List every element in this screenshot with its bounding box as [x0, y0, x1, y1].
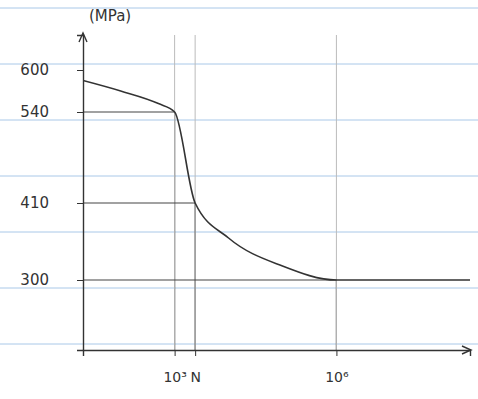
paper-line	[0, 64, 478, 65]
tick-label: 600	[20, 61, 49, 79]
tick-label: 540	[20, 103, 49, 121]
sn-curve	[83, 81, 470, 281]
chart: 10³N 10⁶ 600 540 410 300 (MPa)	[0, 0, 478, 399]
tick: 410	[20, 194, 83, 212]
tick: 10⁶	[325, 350, 349, 385]
x-axis: 10³N 10⁶	[84, 350, 471, 385]
guide-line	[83, 202, 195, 203]
tick-mark	[175, 350, 176, 356]
axis-line	[84, 351, 471, 357]
tick-label: 410	[20, 194, 49, 212]
guide-line	[336, 35, 337, 350]
tick: 540	[20, 103, 83, 121]
tick: 300	[20, 271, 83, 289]
tick-mark	[336, 350, 337, 356]
axis-line	[77, 36, 84, 351]
plot-area	[83, 35, 470, 350]
tick-mark	[195, 350, 196, 356]
y-axis: 600 540 410 300	[20, 36, 83, 351]
axis-arrow	[79, 33, 87, 42]
axis-title: (MPa)	[89, 7, 131, 25]
guide-line	[174, 35, 175, 350]
tick-mark	[77, 70, 83, 71]
guide-line	[195, 35, 196, 350]
paper-line	[0, 120, 478, 121]
tick-mark	[77, 280, 83, 281]
paper-line	[0, 8, 478, 9]
tick-mark	[77, 112, 83, 113]
tick-label: 10⁶	[325, 369, 349, 385]
tick: 10³	[163, 350, 186, 385]
tick-mark	[77, 203, 83, 204]
tick-label: 300	[20, 271, 49, 289]
guide-line	[83, 279, 336, 280]
paper-line	[0, 232, 478, 233]
paper-line	[0, 288, 478, 289]
guide-line	[83, 111, 175, 112]
paper-ruling	[0, 8, 478, 344]
tick-label: N	[190, 369, 200, 385]
tick-label: 10³	[163, 369, 186, 385]
tick: N	[190, 350, 200, 385]
axis-arrow	[462, 346, 471, 354]
paper-line	[0, 176, 478, 177]
paper-line	[0, 344, 478, 345]
tick: 600	[20, 61, 83, 79]
